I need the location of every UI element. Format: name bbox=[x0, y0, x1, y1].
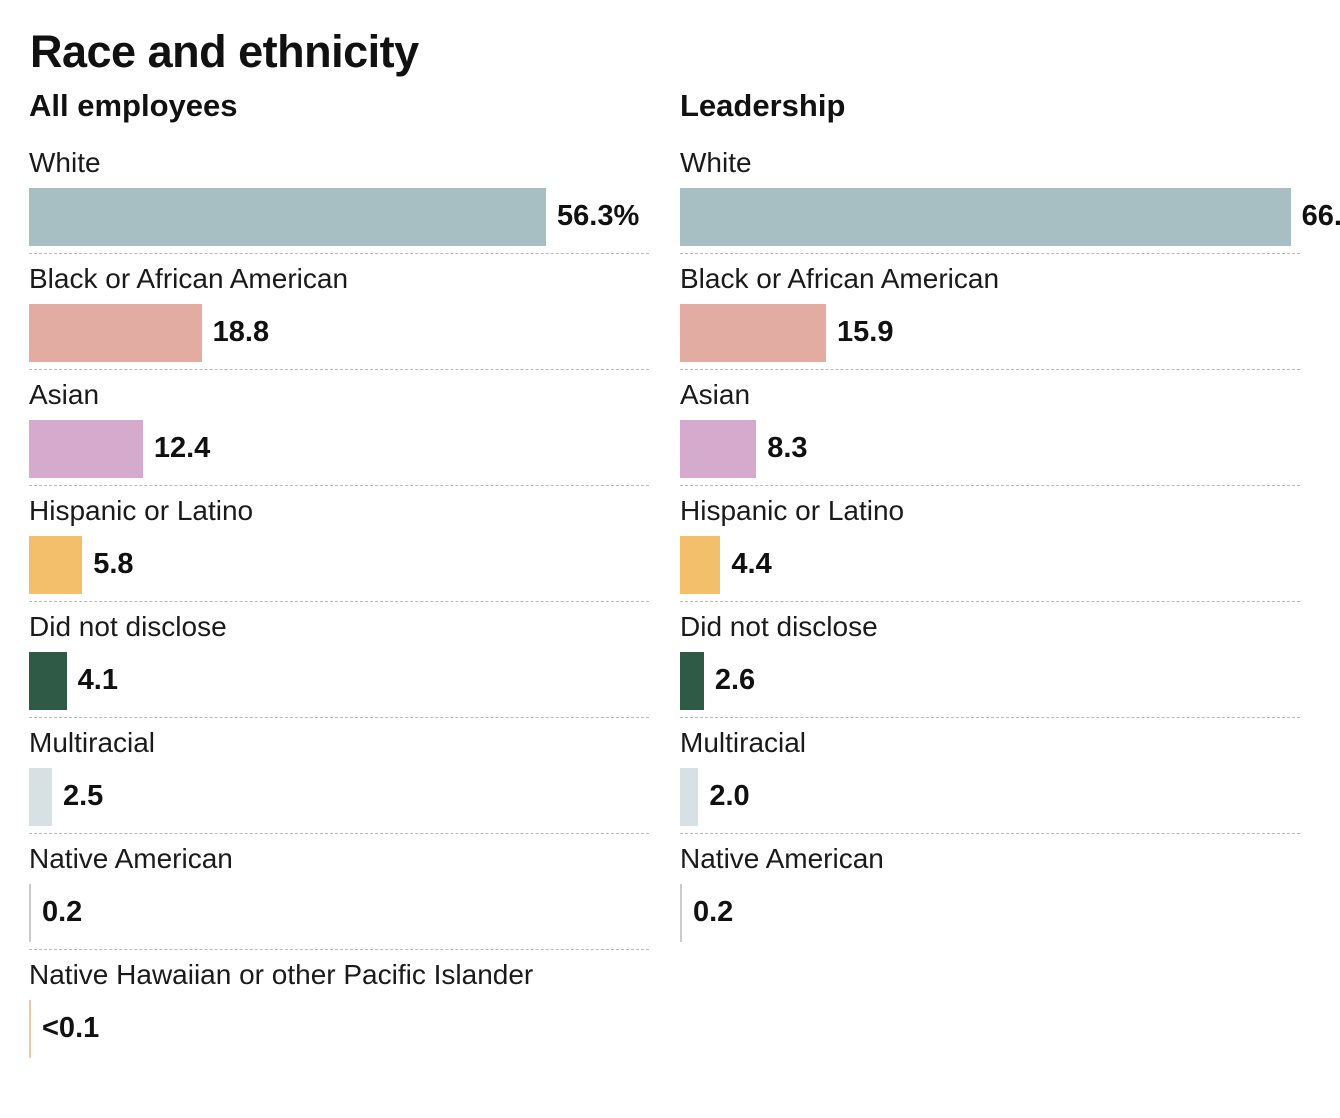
category-label: Did not disclose bbox=[29, 611, 227, 642]
bar-native-american bbox=[29, 884, 31, 942]
leadership-title: Leadership bbox=[680, 88, 846, 123]
bar-black-or-african-american bbox=[680, 304, 826, 362]
bar-row-native-hawaiian-or-other-pacific-islander: Native Hawaiian or other Pacific Islande… bbox=[29, 950, 649, 1066]
value-label: 2.0 bbox=[709, 780, 750, 812]
category-label: Native American bbox=[680, 843, 884, 874]
value-label: 56.3% bbox=[557, 200, 640, 232]
category-label: Native Hawaiian or other Pacific Islande… bbox=[29, 959, 534, 990]
category-label: Hispanic or Latino bbox=[29, 495, 254, 526]
bar-multiracial bbox=[29, 768, 52, 826]
bar-asian bbox=[680, 420, 757, 478]
bar-row-hispanic-or-latino: Hispanic or Latino 5.8 bbox=[29, 486, 649, 602]
bar-row-native-american: Native American 0.2 bbox=[29, 834, 649, 950]
chart-title: Race and ethnicity bbox=[30, 26, 419, 77]
category-label: Did not disclose bbox=[680, 611, 878, 642]
value-label: 4.4 bbox=[731, 548, 772, 580]
bar-row-multiracial: Multiracial 2.0 bbox=[680, 718, 1300, 834]
bar-row-white: White 56.3% bbox=[29, 138, 649, 254]
value-label: 15.9 bbox=[837, 316, 894, 348]
bar-black-or-african-american bbox=[29, 304, 202, 362]
category-label: Black or African American bbox=[680, 263, 1000, 294]
value-label: 12.4 bbox=[153, 432, 211, 464]
value-label: 2.6 bbox=[714, 664, 756, 696]
value-label: 8.3 bbox=[767, 432, 808, 464]
bar-row-black-or-african-american: Black or African American 15.9 bbox=[680, 254, 1300, 370]
category-label: Multiracial bbox=[680, 727, 807, 758]
bar-did-not-disclose bbox=[680, 652, 704, 710]
value-label: 4.1 bbox=[77, 664, 118, 696]
all-employees-panel: All employees White 56.3% Black or African… bbox=[29, 86, 649, 1066]
bar-row-black-or-african-american: Black or African American 18.8 bbox=[29, 254, 649, 370]
value-label: 18.8 bbox=[212, 316, 270, 348]
category-label: Hispanic or Latino bbox=[680, 495, 905, 526]
bar-white bbox=[29, 188, 546, 246]
bar-hispanic-or-latino bbox=[680, 536, 721, 594]
bar-row-native-american: Native American 0.2 bbox=[680, 834, 1300, 950]
leadership-bars: White 66.5% Black or African American 15.9 A… bbox=[680, 138, 1340, 950]
bar-did-not-disclose bbox=[29, 652, 67, 710]
category-label: Asian bbox=[29, 379, 100, 410]
category-label: Black or African American bbox=[29, 263, 349, 294]
category-label: Asian bbox=[680, 379, 751, 410]
value-label: 5.8 bbox=[93, 548, 134, 580]
bar-row-asian: Asian 12.4 bbox=[29, 370, 649, 486]
category-label: Multiracial bbox=[29, 727, 156, 758]
bar-asian bbox=[29, 420, 143, 478]
category-label: Native American bbox=[29, 843, 233, 874]
all-employees-title: All employees bbox=[29, 88, 238, 123]
bar-row-white: White 66.5% bbox=[680, 138, 1340, 254]
bar-hispanic-or-latino bbox=[29, 536, 83, 594]
bar-row-hispanic-or-latino: Hispanic or Latino 4.4 bbox=[680, 486, 1300, 602]
value-label: <0.1 bbox=[42, 1012, 100, 1044]
value-label: 0.2 bbox=[42, 896, 83, 928]
category-label: White bbox=[29, 147, 101, 178]
value-label: 66.5% bbox=[1301, 200, 1340, 232]
bar-multiracial bbox=[680, 768, 699, 826]
bar-native-american bbox=[680, 884, 682, 942]
bar-row-did-not-disclose: Did not disclose 4.1 bbox=[29, 602, 649, 718]
bar-row-asian: Asian 8.3 bbox=[680, 370, 1300, 486]
value-label: 0.2 bbox=[693, 896, 734, 928]
bar-row-multiracial: Multiracial 2.5 bbox=[29, 718, 649, 834]
bar-row-did-not-disclose: Did not disclose 2.6 bbox=[680, 602, 1300, 718]
all-employees-bars: White 56.3% Black or African American 18.8 A… bbox=[29, 138, 649, 1066]
value-label: 2.5 bbox=[62, 780, 104, 812]
category-label: White bbox=[680, 147, 752, 178]
bar-white bbox=[680, 188, 1291, 246]
bar-native-hawaiian-or-other-pacific-islander bbox=[29, 1000, 31, 1058]
